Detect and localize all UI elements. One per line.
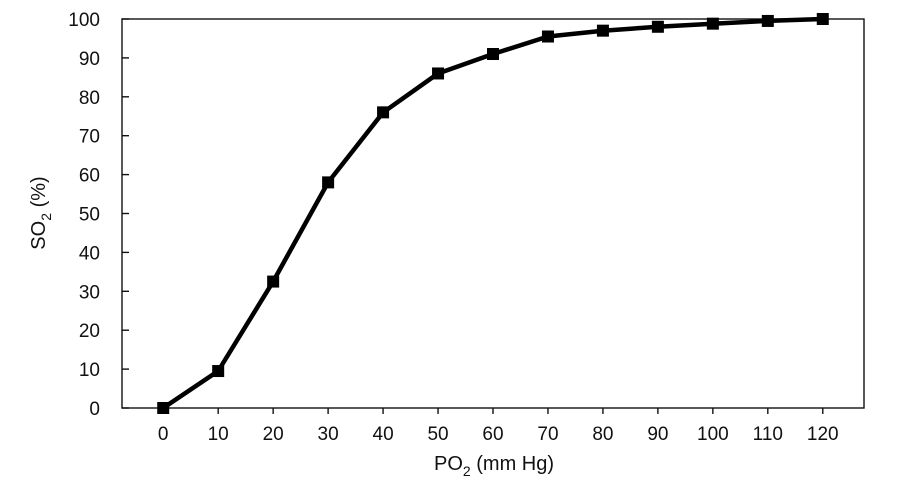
series-so2-curve	[157, 13, 829, 414]
y-tick-label: 0	[89, 399, 100, 420]
y-tick-label: 100	[68, 10, 100, 31]
y-axis-title: SO2 (%)	[28, 176, 54, 249]
x-axis-title: PO2 (mm Hg)	[434, 453, 554, 479]
x-tick-label: 60	[482, 424, 503, 445]
y-tick-label: 10	[79, 360, 100, 381]
data-point-marker	[322, 176, 335, 189]
data-point-marker	[157, 402, 170, 414]
y-tick-label: 40	[79, 243, 100, 264]
x-tick-label: 120	[807, 424, 839, 445]
data-point-marker	[596, 24, 609, 37]
data-point-marker	[706, 17, 719, 30]
series-line	[160, 16, 826, 411]
y-tick-label: 60	[79, 166, 100, 187]
x-tick-label: 110	[753, 424, 783, 445]
data-point-marker	[212, 365, 225, 378]
y-tick-label: 20	[79, 321, 100, 342]
x-tick-label: 50	[427, 424, 448, 445]
data-point-marker	[377, 106, 390, 119]
x-tick-label: 100	[697, 424, 729, 445]
x-axis: 0 10 20 30 40 50 60 70 80 90 100 110 120	[158, 408, 839, 445]
data-point-marker	[541, 30, 554, 43]
data-point-marker	[267, 275, 280, 288]
y-tick-label: 50	[79, 205, 100, 226]
x-tick-label: 40	[373, 424, 394, 445]
y-tick-label: 70	[79, 127, 100, 148]
y-tick-label: 90	[79, 49, 100, 70]
y-tick-label: 80	[79, 88, 100, 109]
x-tick-label: 80	[592, 424, 613, 445]
x-tick-label: 30	[318, 424, 339, 445]
data-point-marker	[651, 20, 664, 33]
y-tick-label: 30	[79, 282, 100, 303]
x-tick-label: 20	[263, 424, 284, 445]
data-point-marker	[487, 48, 499, 61]
x-tick-label: 10	[208, 424, 229, 445]
y-axis: 0 10 20 30 40 50 60 70 80 90 100	[68, 10, 129, 420]
data-point-marker	[761, 14, 774, 27]
data-point-marker	[432, 67, 445, 80]
data-point-marker	[816, 13, 829, 25]
x-tick-label: 70	[537, 424, 558, 445]
x-tick-label: 0	[158, 424, 169, 445]
x-tick-label: 90	[647, 424, 668, 445]
